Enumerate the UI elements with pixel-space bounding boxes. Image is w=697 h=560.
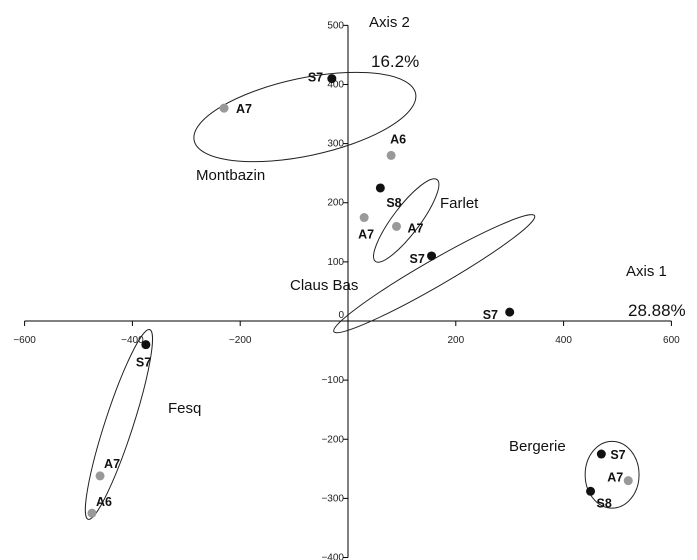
point-label: S7 <box>483 308 498 322</box>
y-tick-label: 400 <box>327 79 344 90</box>
y-tick-label: −200 <box>321 434 344 445</box>
point-fesq-s7 <box>141 340 151 350</box>
x-axis-percent: 28.88% <box>628 301 686 320</box>
ellipse-claus-bas <box>333 214 536 334</box>
x-tick-label: 400 <box>555 335 572 346</box>
group-ellipses <box>84 71 640 520</box>
point-label: A6 <box>390 132 406 146</box>
point-label: S8 <box>386 196 401 210</box>
y-tick-label: 300 <box>327 139 344 150</box>
point-label: A7 <box>104 457 120 471</box>
group-label-fesq: Fesq <box>168 400 201 417</box>
point-label: S8 <box>597 496 612 510</box>
y-tick-label: −400 <box>321 553 344 560</box>
point-claus-bas-a7 <box>359 213 369 223</box>
x-tick-label: 600 <box>663 335 680 346</box>
y-axis-ticks: −400 −300 −200 −100 0 100 200 300 400 500 <box>321 20 348 560</box>
y-tick-label: 500 <box>327 20 344 31</box>
point-labels: S7 A7 A6 S8 A7 S7 A7 S7 S7 A7 A6 S7 A7 S8 <box>96 71 626 511</box>
x-tick-label: −200 <box>229 335 252 346</box>
point-montbazin-a6 <box>386 150 396 160</box>
x-tick-label: −400 <box>121 335 144 346</box>
point-label: S7 <box>136 356 151 370</box>
point-bergerie-s7 <box>596 449 606 459</box>
point-label: A6 <box>96 495 112 509</box>
ellipse-fesq <box>84 329 153 520</box>
point-label: A7 <box>607 471 623 485</box>
point-farlet-a7 <box>392 221 402 231</box>
point-farlet-s7 <box>427 251 437 261</box>
data-points <box>87 74 633 518</box>
ellipse-farlet <box>373 178 440 263</box>
point-bergerie-s8 <box>586 486 596 496</box>
x-tick-label: 200 <box>447 335 464 346</box>
group-label-bergerie: Bergerie <box>509 438 566 455</box>
point-label: A7 <box>408 221 424 235</box>
point-label: S7 <box>410 252 425 266</box>
point-farlet-s8 <box>375 183 385 193</box>
group-label-montbazin: Montbazin <box>196 167 265 184</box>
ellipse-bergerie <box>584 440 640 509</box>
point-bergerie-a7 <box>623 476 633 486</box>
ellipse-montbazin <box>193 71 417 163</box>
y-tick-label: 0 <box>338 310 344 321</box>
point-montbazin-a7 <box>219 103 229 113</box>
point-fesq-a7 <box>95 471 105 481</box>
point-claus-bas-s7 <box>505 307 515 317</box>
y-axis-percent: 16.2% <box>371 52 419 71</box>
x-axis-title: Axis 1 <box>626 263 667 280</box>
x-axis-ticks: −600 −400 −200 200 400 600 <box>13 321 680 346</box>
x-tick-label: −600 <box>13 335 36 346</box>
y-axis-title: Axis 2 <box>369 14 410 31</box>
point-fesq-a6 <box>87 508 97 518</box>
point-label: S7 <box>610 448 625 462</box>
group-label-claus-bas: Claus Bas <box>290 277 358 294</box>
y-tick-label: −300 <box>321 493 344 504</box>
point-label: A7 <box>236 102 252 116</box>
group-label-farlet: Farlet <box>440 195 479 212</box>
y-tick-label: 200 <box>327 198 344 209</box>
point-label: A7 <box>358 228 374 242</box>
y-tick-label: −100 <box>321 375 344 386</box>
y-tick-label: 100 <box>327 257 344 268</box>
point-label: S7 <box>308 71 323 85</box>
point-montbazin-s7 <box>327 74 337 84</box>
